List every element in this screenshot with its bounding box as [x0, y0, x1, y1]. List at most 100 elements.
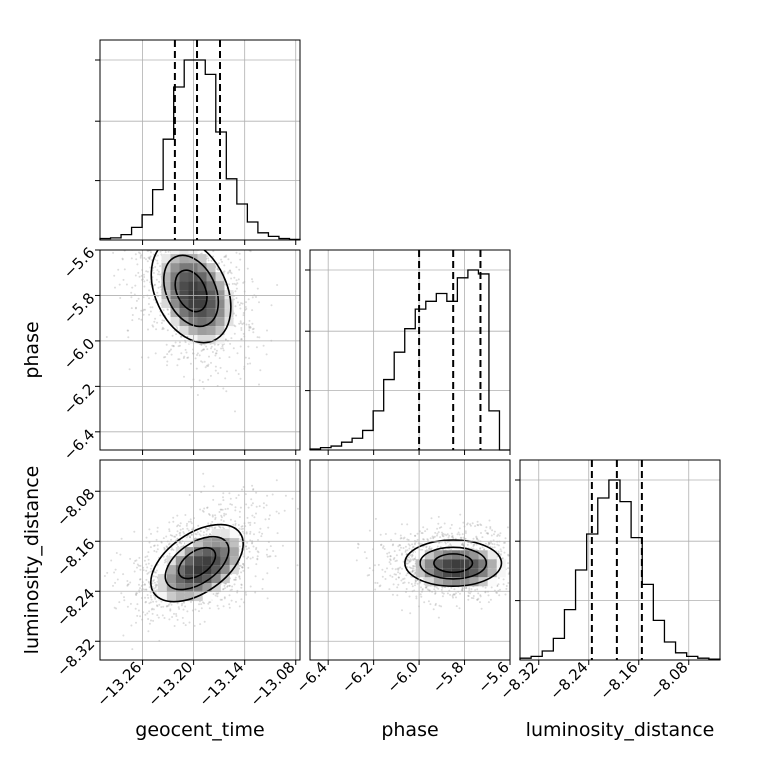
sample-point: [266, 555, 269, 558]
sample-point: [266, 548, 268, 551]
sample-point: [258, 505, 261, 508]
sample-point: [246, 557, 248, 560]
sample-point: [472, 597, 475, 600]
sample-point: [134, 274, 137, 277]
sample-point: [442, 548, 445, 551]
density-cell: [211, 547, 221, 557]
sample-point: [155, 600, 158, 603]
sample-point: [495, 591, 498, 594]
sample-point: [493, 533, 495, 536]
density-cell: [478, 568, 488, 578]
sample-point: [249, 524, 252, 526]
sample-point: [281, 544, 284, 547]
sample-point: [455, 596, 457, 599]
sample-point: [203, 485, 206, 488]
sample-point: [399, 537, 402, 540]
sample-point: [426, 528, 429, 531]
sample-point: [245, 323, 248, 326]
density-cell: [424, 577, 434, 587]
sample-point: [414, 542, 417, 545]
sample-point: [150, 251, 152, 254]
sample-point: [451, 536, 454, 539]
sample-point: [183, 601, 185, 604]
sample-point: [144, 596, 147, 599]
sample-point: [156, 269, 159, 272]
sample-point: [296, 564, 299, 567]
sample-point: [264, 518, 267, 521]
sample-point: [214, 518, 217, 521]
sample-point: [207, 602, 210, 605]
sample-point: [176, 364, 179, 367]
sample-point: [173, 625, 176, 627]
sample-point: [440, 526, 443, 529]
density-cell: [161, 272, 171, 282]
sample-point: [432, 608, 435, 611]
density-cell: [478, 550, 488, 560]
sample-point: [411, 570, 414, 573]
scatter-cloud: [105, 250, 279, 413]
sample-point: [194, 357, 197, 360]
sample-point: [235, 251, 238, 254]
sample-point: [242, 527, 244, 530]
sample-point: [484, 529, 487, 532]
sample-point: [406, 549, 409, 552]
sample-point: [204, 366, 207, 369]
sample-point: [487, 601, 490, 604]
sample-point: [405, 588, 408, 590]
sample-point: [248, 323, 250, 326]
density-cell: [197, 326, 207, 336]
density-cell: [451, 541, 461, 551]
sample-point: [461, 588, 464, 591]
sample-point: [145, 600, 147, 603]
sample-point: [402, 547, 405, 549]
sample-point: [147, 571, 150, 574]
density-cell: [184, 583, 194, 593]
sample-point: [162, 537, 165, 540]
sample-point: [438, 541, 441, 544]
sample-point: [383, 548, 386, 550]
sample-point: [145, 588, 148, 591]
sample-point: [220, 347, 223, 350]
sample-point: [240, 571, 243, 574]
sample-point: [218, 525, 220, 528]
sample-point: [497, 533, 500, 536]
sample-point: [439, 536, 442, 539]
sample-point: [149, 266, 152, 269]
sample-point: [139, 568, 142, 571]
density-cell: [166, 574, 176, 584]
density-contour: [164, 535, 230, 591]
sample-point: [146, 555, 149, 558]
sample-point: [144, 588, 147, 591]
sample-point: [114, 581, 117, 584]
density-cell: [202, 547, 212, 557]
sample-point: [166, 605, 169, 608]
sample-point: [222, 588, 225, 590]
sample-point: [177, 606, 180, 609]
sample-point: [143, 280, 146, 283]
sample-point: [198, 603, 201, 606]
sample-point: [126, 580, 129, 582]
sample-point: [399, 534, 402, 537]
sample-point: [266, 494, 269, 497]
sample-point: [395, 573, 397, 576]
sample-point: [241, 566, 244, 569]
density-cell: [220, 547, 230, 557]
sample-point: [366, 574, 369, 577]
sample-point: [208, 513, 210, 515]
sample-point: [496, 591, 498, 594]
sample-point: [469, 592, 472, 595]
sample-point: [241, 530, 244, 533]
sample-point: [389, 559, 392, 562]
sample-point: [206, 255, 209, 258]
sample-point: [414, 534, 416, 537]
sample-point: [408, 547, 411, 550]
density-cell: [193, 547, 203, 557]
sample-point: [143, 583, 146, 586]
sample-point: [405, 574, 408, 577]
sample-point: [434, 604, 437, 607]
sample-point: [391, 593, 394, 596]
sample-point: [249, 530, 252, 533]
sample-point: [154, 317, 157, 320]
sample-point: [159, 302, 162, 305]
sample-point: [220, 258, 223, 261]
